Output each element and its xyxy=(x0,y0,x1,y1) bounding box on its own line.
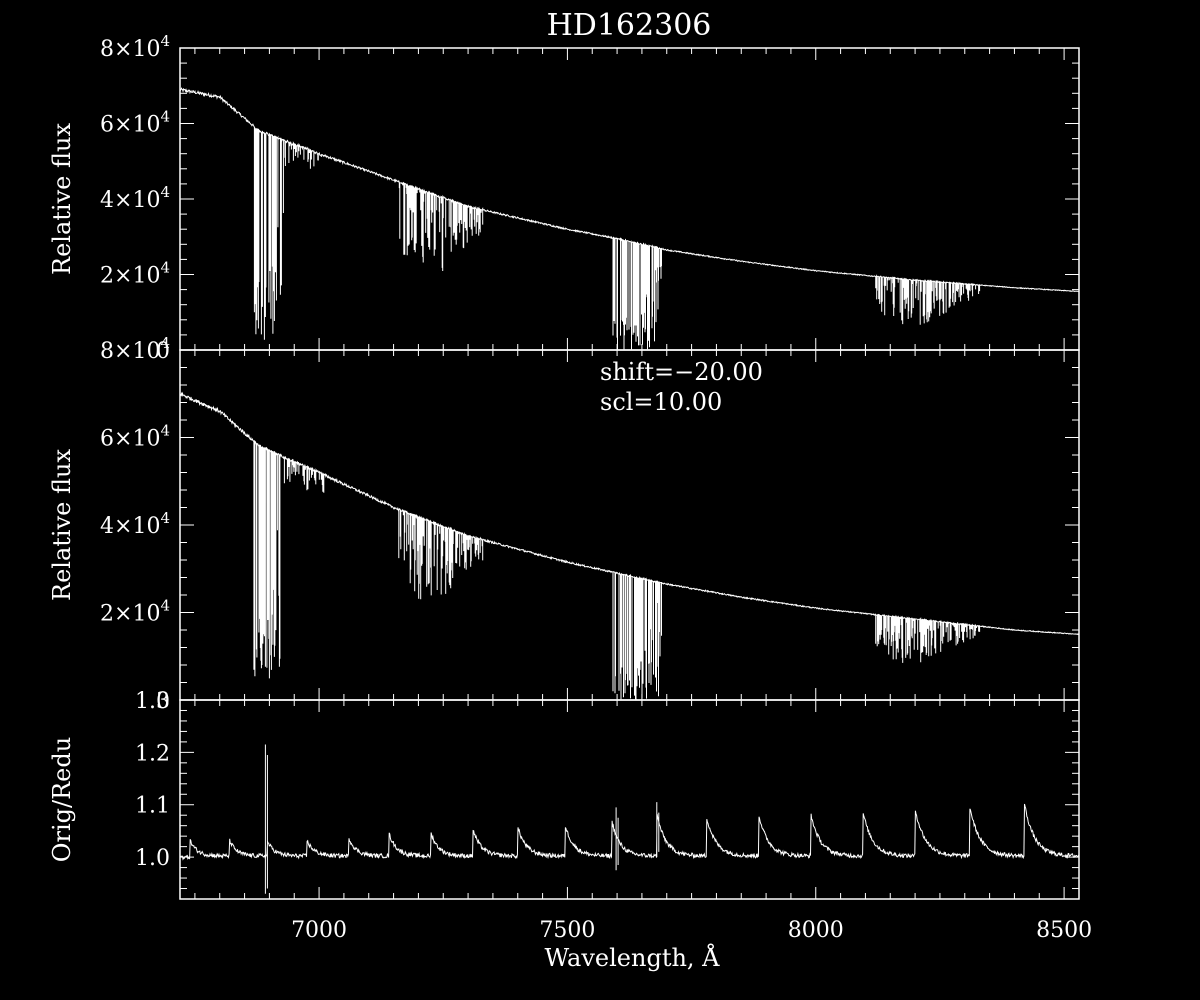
x-tick-label: 8000 xyxy=(788,918,844,943)
y-tick-label: 6×104 xyxy=(100,108,170,138)
y-tick-label: 1.3 xyxy=(135,689,170,714)
y-tick-label: 0 xyxy=(156,689,170,714)
x-tick-label: 7000 xyxy=(291,918,347,943)
y-axis-label: Relative flux xyxy=(48,123,76,275)
y-tick-label: 8×104 xyxy=(100,334,170,364)
y-tick-label: 4×104 xyxy=(100,509,170,539)
y-axis-label: Relative flux xyxy=(48,449,76,601)
y-tick-label: 2×104 xyxy=(100,259,170,289)
annotation-text: shift=−20.00 xyxy=(600,358,763,386)
x-axis-label: Wavelength, Å xyxy=(544,943,720,972)
panel-top: 0 2×104 4×104 6×104 8×104 Relative flux xyxy=(48,32,1080,364)
y-axis-label: Orig/Redu xyxy=(48,737,76,862)
y-tick-label: 0 xyxy=(156,339,170,364)
panel-bottom: 1.0 1.1 1.2 1.3 Orig/Redu xyxy=(48,689,1080,900)
y-tick-label: 1.0 xyxy=(135,846,170,871)
y-tick-label: 1.2 xyxy=(135,741,170,766)
x-tick-label: 7500 xyxy=(539,918,595,943)
y-tick-label: 8×104 xyxy=(100,32,170,62)
chart-title: HD162306 xyxy=(547,8,712,43)
series-line-top xyxy=(180,87,1079,350)
annotation-text: scl=10.00 xyxy=(600,388,722,416)
panel-middle: 0 2×104 4×104 6×104 8×104 Relative flux shift=… xyxy=(48,334,1080,714)
y-tick-label: 6×104 xyxy=(100,422,170,452)
y-tick-label: 2×104 xyxy=(100,597,170,627)
y-tick-label: 4×104 xyxy=(100,183,170,213)
panel-frame xyxy=(179,699,1080,900)
y-tick-label: 1.1 xyxy=(135,794,170,819)
series-line-middle xyxy=(180,391,1079,700)
x-tick-label: 8500 xyxy=(1036,918,1092,943)
series-line-bottom xyxy=(180,744,1079,894)
